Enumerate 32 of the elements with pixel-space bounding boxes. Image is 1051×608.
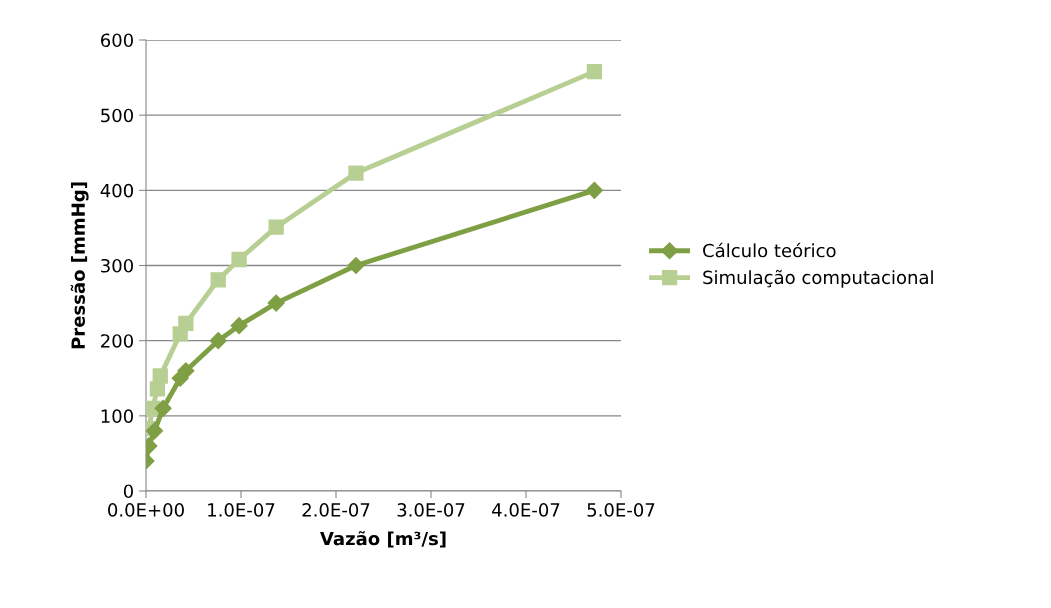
point	[348, 165, 364, 181]
y-tick-label: 400	[100, 183, 133, 198]
y-tick-label: 0	[123, 484, 133, 499]
legend-label: Simulação computacional	[703, 269, 933, 288]
x-tick-label: 0.0E+00	[108, 503, 184, 517]
legend-label: Cálculo teórico	[703, 242, 836, 258]
x-axis-title: Vazão [m³/s]	[320, 531, 446, 548]
y-axis-title: Pressão [mmHg]	[70, 182, 89, 349]
x-tick-label: 2.0E-07	[302, 503, 370, 517]
point	[210, 272, 226, 288]
x-tick-label: 5.0E-07	[587, 503, 655, 517]
point	[585, 181, 603, 199]
y-tick-label: 600	[100, 33, 133, 48]
point	[152, 368, 168, 384]
point	[267, 294, 285, 312]
y-tick-label: 500	[101, 108, 133, 123]
y-tick-label: 300	[101, 258, 133, 273]
point	[268, 219, 284, 235]
point	[586, 63, 603, 80]
x-tick-label: 4.0E-07	[492, 503, 560, 517]
x-tick-label: 3.0E-07	[397, 503, 465, 517]
point	[230, 317, 248, 335]
y-tick-label: 100	[101, 409, 133, 423]
point	[209, 332, 227, 350]
point	[154, 399, 172, 417]
y-tick-label: 200	[101, 334, 133, 348]
x-tick-label: 1.0E-07	[208, 503, 275, 517]
point	[347, 256, 365, 275]
point	[146, 422, 164, 440]
point	[178, 315, 194, 332]
point	[177, 362, 195, 380]
point	[231, 251, 247, 268]
